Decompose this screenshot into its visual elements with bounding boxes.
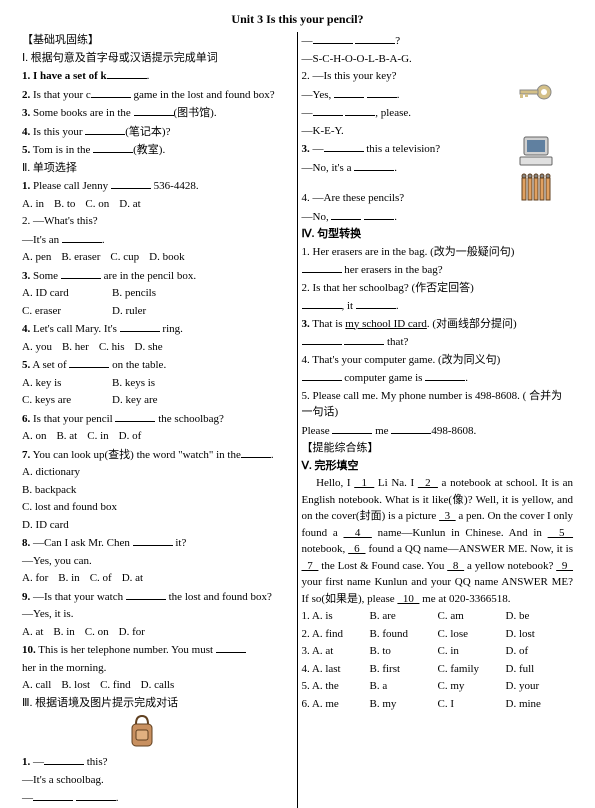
schoolbag-icon	[122, 712, 162, 752]
q: —Yes, it is.	[22, 606, 293, 623]
opts: A. forB. inC. ofD. at	[22, 570, 293, 587]
q: 3. That is my school ID card. (对画线部分提问)	[302, 316, 574, 333]
d: , it .	[302, 297, 574, 315]
section: Ⅴ. 完形填空	[302, 458, 574, 475]
computer-icon	[518, 135, 558, 167]
opts: C. eraserD. ruler	[22, 303, 293, 320]
opts: A. atB. inC. onD. for	[22, 624, 293, 641]
q: 2. —What's this?	[22, 213, 293, 230]
d: — ?	[302, 32, 574, 50]
opts: 5. A. theB. aC. myD. your	[302, 678, 574, 695]
q: 5. Please call me. My phone number is 49…	[302, 388, 574, 421]
opts: 6. A. meB. myC. ID. mine	[302, 696, 574, 713]
section: 【提能综合练】	[302, 440, 574, 457]
q: —It's an .	[22, 231, 293, 249]
q: 8. —Can I ask Mr. Chen it?	[22, 534, 293, 552]
section: Ⅲ. 根据语境及图片提示完成对话	[22, 695, 293, 712]
q: 4. That's your computer game. (改为同义句)	[302, 352, 574, 369]
q: 1. Her erasers are in the bag. (改为一般疑问句)	[302, 244, 574, 261]
q: 10. This is her telephone number. You mu…	[22, 641, 293, 659]
d: that?	[302, 333, 574, 351]
d: computer game is .	[302, 369, 574, 387]
section: Ⅱ. 单项选择	[22, 160, 293, 177]
key-icon	[518, 81, 553, 103]
passage: Hello, I 1 Li Na. I 2 a notebook at scho…	[302, 475, 574, 607]
opts: A. ID cardB. pencils	[22, 285, 293, 302]
opts: A. onB. atC. inD. of	[22, 428, 293, 445]
opt: A. dictionary	[22, 464, 293, 481]
opts: A. key isB. keys is	[22, 375, 293, 392]
q: —Yes, you can.	[22, 553, 293, 570]
opts: C. keys areD. key are	[22, 392, 293, 409]
q: 3. Some books are in the (图书馆).	[22, 104, 293, 122]
opts: A. inB. toC. onD. at	[22, 196, 293, 213]
opt: C. lost and found box	[22, 499, 293, 516]
columns: 【基础巩固练】 Ⅰ. 根据句意及首字母或汉语提示完成单词 1. I have a…	[18, 32, 577, 808]
opts: A. callB. lostC. findD. calls	[22, 677, 293, 694]
q: 6. Is that your pencil the schoolbag?	[22, 410, 293, 428]
opts: 2. A. findB. foundC. loseD. lost	[302, 626, 574, 643]
pencils-icon	[518, 172, 558, 204]
q: her in the morning.	[22, 660, 293, 677]
d: — , please.	[302, 104, 574, 122]
unit-title: Unit 3 Is this your pencil?	[18, 10, 577, 28]
opt: D. ID card	[22, 517, 293, 534]
section: Ⅰ. 根据句意及首字母或汉语提示完成单词	[22, 50, 293, 67]
d: —S-C-H-O-O-L-B-A-G.	[302, 51, 574, 68]
opts: 3. A. atB. toC. inD. of	[302, 643, 574, 660]
q: 4. Is this your (笔记本)?	[22, 123, 293, 141]
d: — .	[22, 789, 293, 807]
d: 1. — this?	[22, 753, 293, 771]
opt: B. backpack	[22, 482, 293, 499]
section: Ⅳ. 句型转换	[302, 226, 574, 243]
opts: 4. A. lastB. firstC. familyD. full	[302, 661, 574, 678]
d: Please me 498-8608.	[302, 422, 574, 440]
opts: A. youB. herC. hisD. she	[22, 339, 293, 356]
q: 5. A set of on the table.	[22, 356, 293, 374]
q: 3. Some are in the pencil box.	[22, 267, 293, 285]
right-column: — ? —S-C-H-O-O-L-B-A-G. 2. —Is this your…	[298, 32, 578, 808]
q: 4. Let's call Mary. It's ring.	[22, 320, 293, 338]
q: 9. —Is that your watch the lost and foun…	[22, 588, 293, 606]
opts: 1. A. isB. areC. amD. be	[302, 608, 574, 625]
section: 【基础巩固练】	[22, 32, 293, 49]
q: 7. You can look up(查找) the word "watch" …	[22, 446, 293, 464]
q: 1. I have a set of k.	[22, 67, 293, 85]
opts: A. penB. eraserC. cupD. book	[22, 249, 293, 266]
d: her erasers in the bag?	[302, 261, 574, 279]
d: —No, .	[302, 208, 574, 226]
d: —It's a schoolbag.	[22, 772, 293, 789]
q: 2. Is that her schoolbag? (作否定回答)	[302, 280, 574, 297]
q: 5. Tom is in the (教室).	[22, 141, 293, 159]
left-column: 【基础巩固练】 Ⅰ. 根据句意及首字母或汉语提示完成单词 1. I have a…	[18, 32, 298, 808]
q: 1. Please call Jenny 536-4428.	[22, 177, 293, 195]
q: 2. Is that your c game in the lost and f…	[22, 86, 293, 104]
